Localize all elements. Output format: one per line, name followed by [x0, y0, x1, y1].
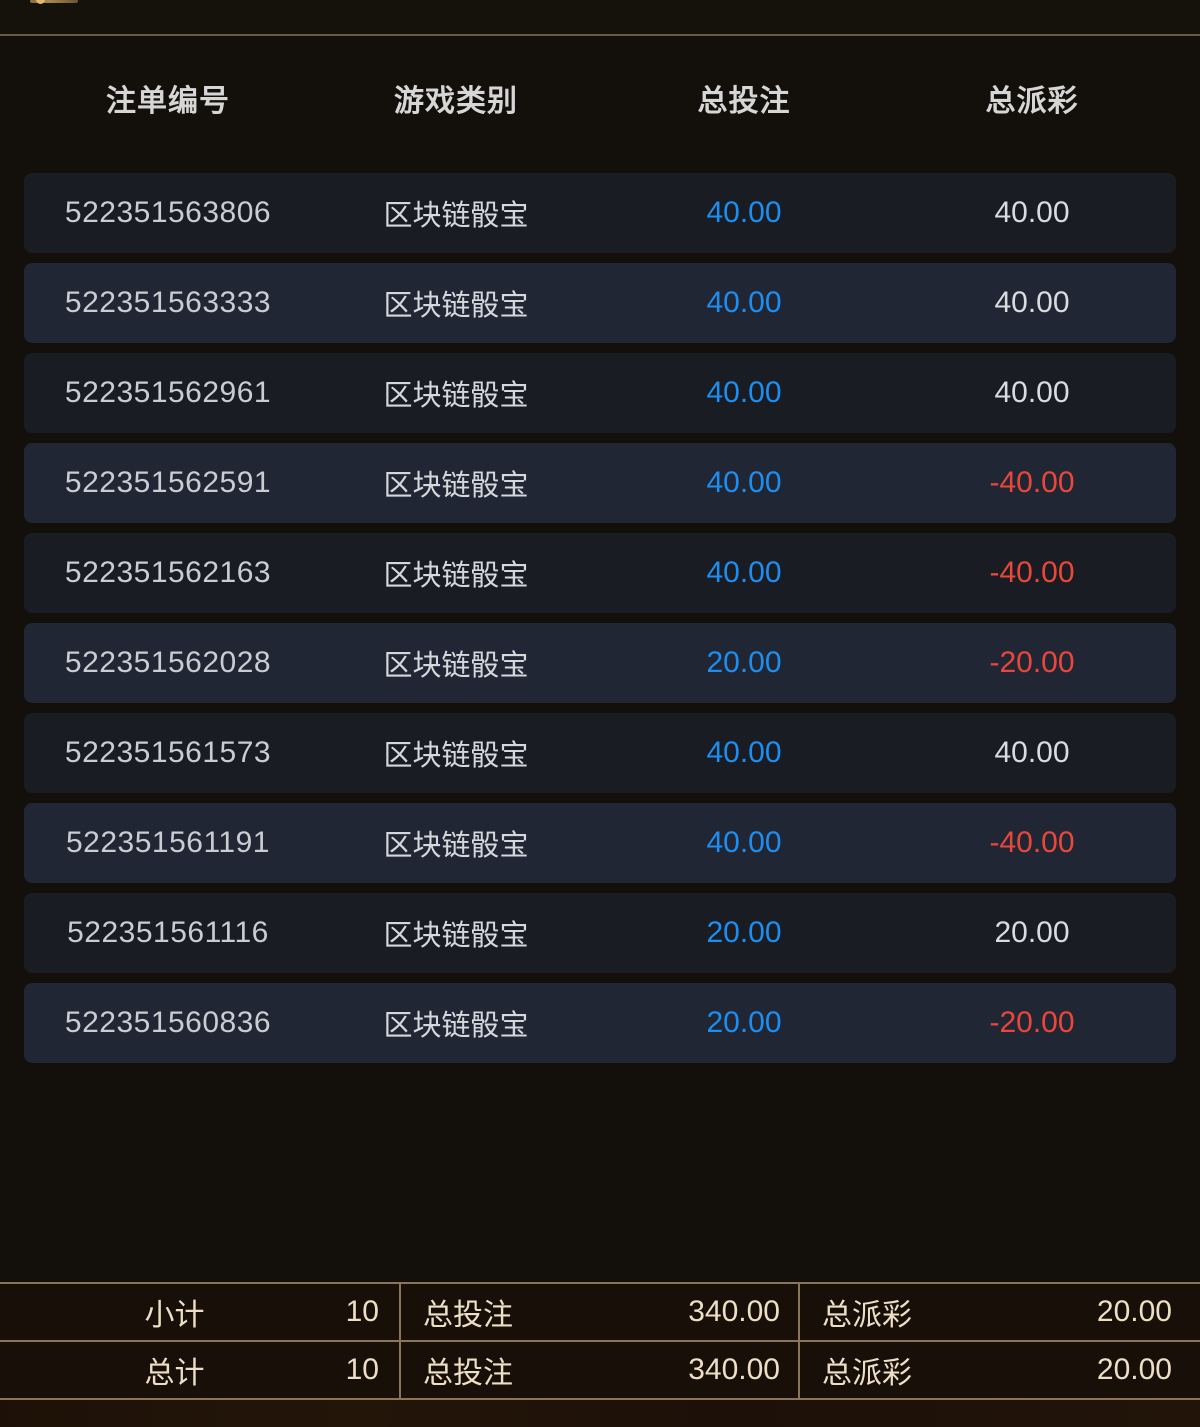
table-row[interactable]: 522351562591 区块链骰宝 40.00 -40.00 [24, 443, 1176, 523]
subtotal-bet-value: 340.00 [688, 1295, 780, 1328]
total-bet-cell: 40.00 [706, 376, 782, 409]
total-payout-label: 总派彩 [822, 1357, 912, 1390]
table-row[interactable]: 522351561191 区块链骰宝 40.00 -40.00 [24, 803, 1176, 883]
total-bet-cell: 40.00 [706, 556, 782, 589]
total-payout-cell: 40.00 [994, 196, 1070, 229]
column-header-game-category: 游戏类别 [394, 84, 518, 118]
total-bet-cell: 40.00 [706, 826, 782, 859]
total-count: 10 [345, 1353, 379, 1386]
total-payout-cell: 40.00 [994, 286, 1070, 319]
total-bet-cell: 40.00 [706, 466, 782, 499]
total-count-section: 总计 10 [0, 1342, 399, 1398]
total-bet-label: 总投注 [423, 1357, 513, 1390]
total-payout-cell: -40.00 [989, 826, 1075, 859]
subtotal-bet-label: 总投注 [423, 1299, 513, 1332]
game-category-cell: 区块链骰宝 [383, 1010, 529, 1042]
game-category-cell: 区块链骰宝 [383, 650, 529, 682]
total-bet-cell: 20.00 [706, 916, 782, 949]
game-category-cell: 区块链骰宝 [383, 380, 529, 412]
table-row[interactable]: 522351561573 区块链骰宝 40.00 40.00 [24, 713, 1176, 793]
table-header: 注单编号 游戏类别 总投注 总派彩 [0, 36, 1200, 173]
bet-id-cell: 522351563806 [64, 196, 272, 229]
subtotal-row: 小计 10 总投注 340.00 总派彩 20.00 [0, 1284, 1200, 1342]
bet-id-cell: 522351561573 [64, 736, 272, 769]
bet-id-cell: 522351561191 [66, 826, 270, 859]
total-payout-cell: 40.00 [994, 376, 1070, 409]
game-category-cell: 区块链骰宝 [383, 470, 529, 502]
total-bet-cell: 40.00 [706, 736, 782, 769]
table-row[interactable]: 522351563333 区块链骰宝 40.00 40.00 [24, 263, 1176, 343]
total-payout-value: 20.00 [1096, 1353, 1172, 1386]
game-category-cell: 区块链骰宝 [383, 740, 529, 772]
total-bet-cell: 20.00 [706, 1006, 782, 1039]
total-bet-value: 340.00 [688, 1353, 780, 1386]
total-payout-cell: -40.00 [989, 556, 1075, 589]
total-payout-cell: 40.00 [994, 736, 1070, 769]
table-row[interactable]: 522351562028 区块链骰宝 20.00 -20.00 [24, 623, 1176, 703]
game-category-cell: 区块链骰宝 [383, 920, 529, 952]
bet-id-cell: 522351562591 [64, 466, 272, 499]
total-payout-cell: -20.00 [989, 646, 1075, 679]
bet-id-cell: 522351562163 [64, 556, 272, 589]
total-bet-cell: 40.00 [706, 286, 782, 319]
total-label: 总计 [144, 1357, 205, 1390]
subtotal-count-section: 小计 10 [0, 1284, 399, 1340]
column-header-total-bet: 总投注 [697, 84, 791, 118]
subtotal-bet-section: 总投注 340.00 [399, 1284, 798, 1340]
table-row[interactable]: 522351560836 区块链骰宝 20.00 -20.00 [24, 983, 1176, 1063]
total-payout-section: 总派彩 20.00 [798, 1342, 1200, 1398]
column-header-bet-id: 注单编号 [106, 84, 230, 118]
subtotal-payout-value: 20.00 [1096, 1295, 1172, 1328]
bet-id-cell: 522351562961 [64, 376, 272, 409]
column-header-total-payout: 总派彩 [985, 84, 1079, 118]
summary-footer: 小计 10 总投注 340.00 总派彩 20.00 总计 10 总投注 340… [0, 1282, 1200, 1400]
table-row[interactable]: 522351561116 区块链骰宝 20.00 20.00 [24, 893, 1176, 973]
bet-id-cell: 522351562028 [64, 646, 272, 679]
subtotal-payout-section: 总派彩 20.00 [798, 1284, 1200, 1340]
bet-id-cell: 522351560836 [64, 1006, 272, 1039]
bet-id-cell: 522351561116 [67, 916, 269, 949]
game-category-cell: 区块链骰宝 [383, 290, 529, 322]
gold-icon-fragment [30, 0, 78, 4]
subtotal-payout-label: 总派彩 [822, 1299, 912, 1332]
bottom-strip [0, 1400, 1200, 1427]
game-category-cell: 区块链骰宝 [383, 830, 529, 862]
total-row: 总计 10 总投注 340.00 总派彩 20.00 [0, 1342, 1200, 1398]
top-bar [0, 0, 1200, 34]
subtotal-label: 小计 [144, 1299, 205, 1332]
bet-list: 522351563806 区块链骰宝 40.00 40.00 522351563… [24, 173, 1176, 1063]
subtotal-count: 10 [345, 1295, 379, 1328]
total-payout-cell: -40.00 [989, 466, 1075, 499]
game-category-cell: 区块链骰宝 [383, 560, 529, 592]
table-row[interactable]: 522351562961 区块链骰宝 40.00 40.00 [24, 353, 1176, 433]
table-row[interactable]: 522351563806 区块链骰宝 40.00 40.00 [24, 173, 1176, 253]
total-bet-cell: 40.00 [706, 196, 782, 229]
total-payout-cell: 20.00 [994, 916, 1070, 949]
table-row[interactable]: 522351562163 区块链骰宝 40.00 -40.00 [24, 533, 1176, 613]
total-bet-section: 总投注 340.00 [399, 1342, 798, 1398]
gold-dot-icon [36, 0, 45, 4]
total-bet-cell: 20.00 [706, 646, 782, 679]
game-category-cell: 区块链骰宝 [383, 200, 529, 232]
total-payout-cell: -20.00 [989, 1006, 1075, 1039]
header-divider [0, 34, 1200, 36]
bet-id-cell: 522351563333 [64, 286, 272, 319]
